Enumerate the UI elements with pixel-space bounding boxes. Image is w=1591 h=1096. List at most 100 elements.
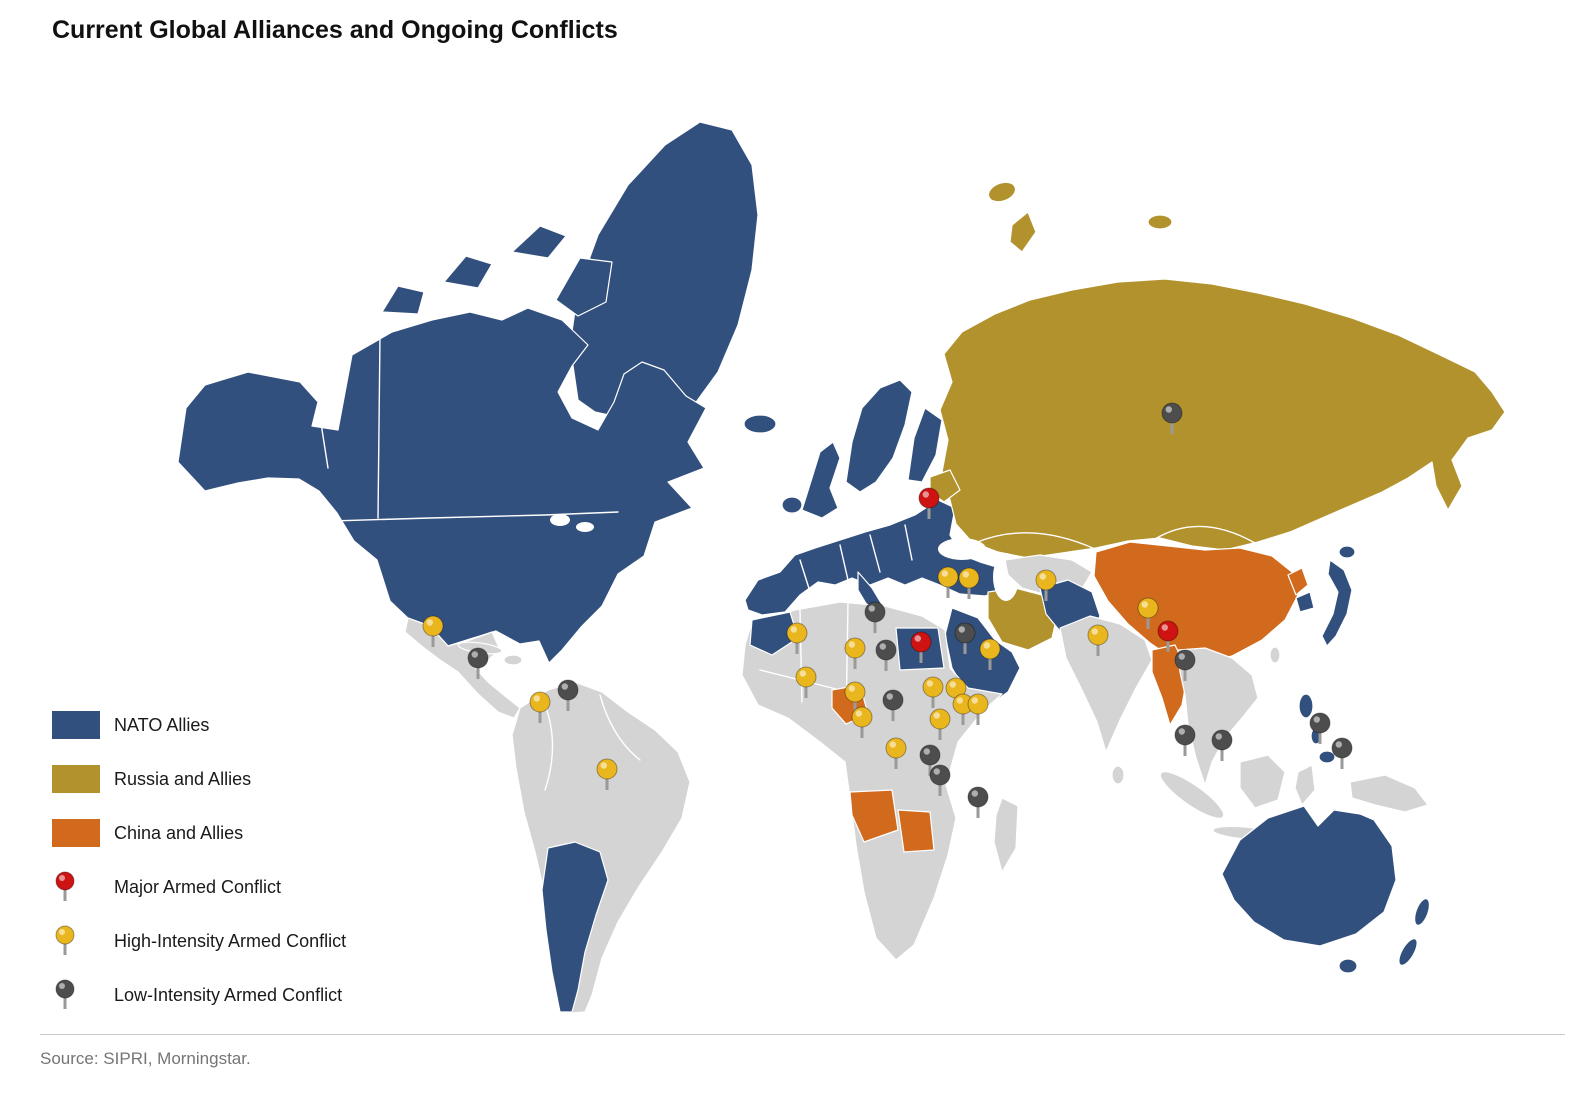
region-iran [987, 587, 1059, 651]
pin-high-azerbaijan [958, 567, 980, 599]
region-north-america [177, 307, 707, 664]
pin-high-pakistan [1087, 624, 1109, 656]
pin-high-south-sudan [929, 708, 951, 740]
region-novaya-zemlya [1009, 211, 1037, 253]
region-new-guinea [1349, 774, 1429, 813]
pin-low-cambodia [1211, 729, 1233, 761]
region-severnaya-zemlya [1147, 214, 1173, 230]
pin-low-siberia [1161, 402, 1183, 434]
region-hispaniola [503, 654, 523, 666]
region-ireland [781, 496, 803, 514]
region-south-korea [1295, 591, 1315, 613]
region-new-zealand-south [1398, 938, 1418, 966]
pin-low-mindanao [1331, 737, 1353, 769]
region-russia [939, 278, 1506, 559]
pin-low-iraq-iran-border [954, 622, 976, 654]
region-north-korea [1287, 567, 1309, 596]
legend-label: NATO Allies [114, 714, 210, 735]
great-lake-1 [550, 514, 570, 526]
region-hokkaido [1338, 545, 1356, 559]
europe-border-1 [799, 559, 813, 599]
region-south-america [511, 681, 691, 1014]
china-swatch [52, 819, 102, 847]
legend-item-nato-allies: NATO Allies [52, 710, 346, 740]
region-baffin-island [555, 257, 613, 317]
region-india [1059, 615, 1153, 753]
region-taiwan [1269, 646, 1281, 664]
high-intensity-pin-icon [52, 925, 102, 957]
russia-swatch [52, 765, 102, 793]
page-title: Current Global Alliances and Ongoing Con… [52, 16, 618, 44]
legend-item-high-intensity-conflict: High-Intensity Armed Conflict [52, 925, 346, 957]
legend-label: Low-Intensity Armed Conflict [114, 984, 343, 1005]
canada-province-border [377, 334, 381, 519]
low-intensity-pin-icon [52, 979, 102, 1011]
region-morocco [749, 611, 799, 656]
legend-label: Major Armed Conflict [114, 876, 282, 897]
pin-high-mexico [422, 615, 444, 647]
pin-high-afghanistan [1035, 569, 1057, 601]
pin-low-chad-north [875, 639, 897, 671]
pin-high-somalia-east [967, 693, 989, 725]
legend-label: Russia and Allies [114, 768, 252, 789]
region-scandinavia [845, 379, 913, 493]
region-iceland [743, 414, 777, 434]
pin-high-colombia [529, 691, 551, 723]
pin-major-ukraine [918, 487, 940, 519]
pin-high-caucasus [937, 566, 959, 598]
pin-high-mali [786, 622, 808, 654]
europe-border-4 [904, 524, 913, 561]
pin-low-tanzania [929, 764, 951, 796]
great-lake-2 [576, 522, 594, 532]
mongolia-border [1154, 525, 1256, 544]
legend-item-russia-allies: Russia and Allies [52, 764, 346, 794]
pin-low-philippines [1309, 712, 1331, 744]
region-finland [907, 407, 943, 483]
legend-label: China and Allies [114, 822, 244, 843]
region-sumatra [1159, 771, 1225, 819]
region-uk [801, 441, 841, 519]
conflict-pins-layer [422, 402, 1353, 818]
pin-high-horn-of-africa-west [922, 676, 944, 708]
pin-high-iraq [979, 638, 1001, 670]
pin-low-uganda [919, 744, 941, 776]
pin-low-bangladesh-myanmar [1174, 649, 1196, 681]
region-philippines-mindanao [1318, 750, 1336, 764]
region-arctic-island-2 [443, 255, 493, 289]
major-conflict-pin-icon [52, 871, 102, 903]
pin-low-thailand [1174, 724, 1196, 756]
alaska-border [317, 403, 329, 469]
region-angola [849, 789, 899, 843]
south-america-border-1 [544, 704, 554, 791]
region-borneo [1239, 754, 1286, 809]
south-america-border-2 [599, 694, 641, 761]
pin-high-dr-congo [885, 737, 907, 769]
europe-border-2 [839, 544, 849, 581]
pin-low-haiti [467, 647, 489, 679]
legend-item-china-allies: China and Allies [52, 818, 346, 848]
pin-high-ethiopia [945, 677, 967, 709]
pin-high-burkina-faso [795, 666, 817, 698]
nato-swatch [52, 711, 102, 739]
pin-high-brazil [596, 758, 618, 790]
kazakhstan-border [974, 532, 1096, 550]
legend: NATO Allies Russia and Allies China and … [52, 710, 346, 1034]
source-note: Source: SIPRI, Morningstar. [40, 1034, 1565, 1069]
region-arctic-island-1 [381, 285, 425, 315]
source-text: Source: SIPRI, Morningstar. [40, 1049, 251, 1068]
region-arctic-island-3 [511, 225, 567, 259]
pin-low-venezuela [557, 679, 579, 711]
pin-low-central-african-republic [882, 689, 904, 721]
region-argentina-chile [541, 841, 609, 1013]
pin-low-libya [864, 601, 886, 633]
legend-item-major-conflict: Major Armed Conflict [52, 871, 346, 903]
pin-major-myanmar [1157, 620, 1179, 652]
region-philippines-luzon [1298, 693, 1314, 719]
region-madagascar [993, 797, 1019, 873]
region-sri-lanka [1111, 765, 1125, 785]
legend-item-low-intensity-conflict: Low-Intensity Armed Conflict [52, 979, 346, 1011]
black-sea [938, 538, 986, 560]
pin-major-sudan [910, 631, 932, 663]
